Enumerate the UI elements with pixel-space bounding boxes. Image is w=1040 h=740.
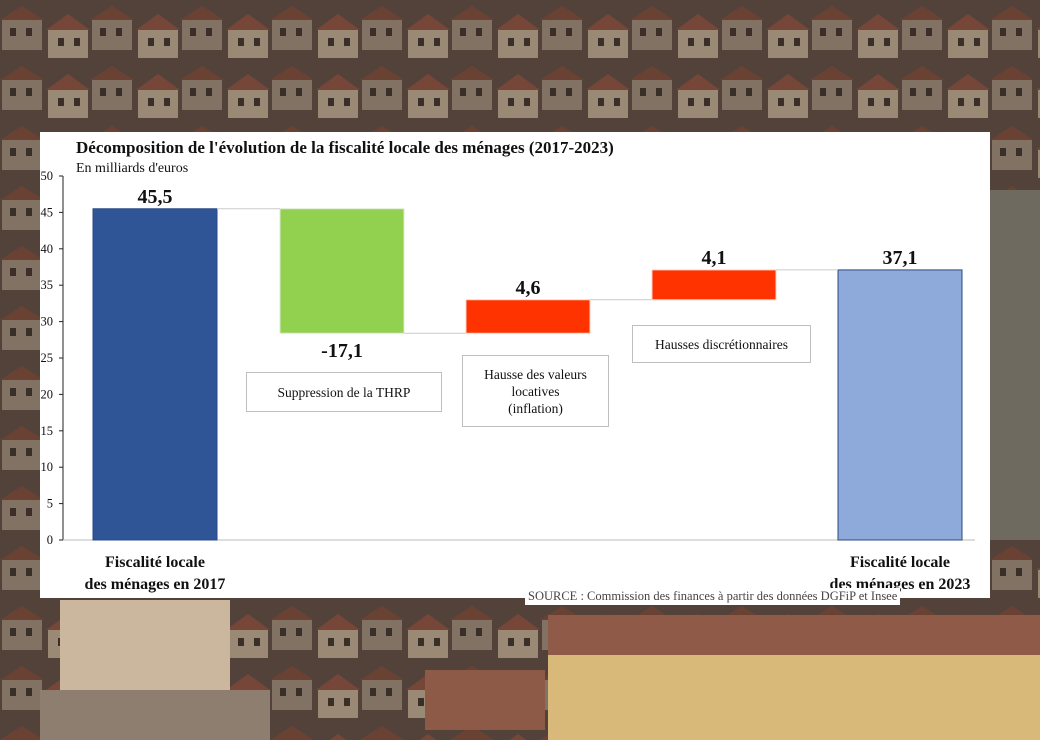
waterfall-bar	[279, 208, 405, 334]
bar-value-label: 45,5	[138, 186, 173, 208]
y-tick-label: 25	[41, 351, 54, 365]
waterfall-bar	[837, 269, 963, 541]
waterfall-bar	[92, 208, 218, 541]
category-label: Fiscalité locale des ménages en 2017	[84, 554, 226, 593]
annotation-box: Hausse des valeurs locatives (inflation)	[462, 355, 609, 427]
y-tick-label: 40	[41, 242, 54, 256]
y-tick-label: 5	[47, 497, 53, 511]
y-tick-label: 0	[47, 533, 53, 547]
waterfall-bar	[651, 269, 777, 301]
chart-unit-label: En milliards d'euros	[76, 161, 189, 176]
waterfall-bar	[465, 299, 591, 334]
y-tick-label: 35	[41, 278, 54, 292]
y-tick-label: 15	[41, 424, 54, 438]
source-note: SOURCE : Commission des finances à parti…	[525, 588, 901, 605]
y-tick-label: 20	[41, 387, 54, 401]
y-tick-label: 50	[41, 169, 54, 183]
bar-value-label: 4,6	[516, 277, 541, 299]
bar-value-label: 37,1	[883, 247, 918, 269]
y-tick-label: 10	[41, 460, 54, 474]
bar-value-label: 4,1	[702, 247, 727, 269]
y-tick-label: 45	[41, 205, 54, 219]
bar-value-label: -17,1	[321, 340, 363, 362]
y-tick-label: 30	[41, 315, 54, 329]
chart-title: Décomposition de l'évolution de la fisca…	[76, 138, 614, 157]
annotation-box: Hausses discrétionnaires	[632, 325, 811, 363]
annotation-box: Suppression de la THRP	[246, 372, 442, 412]
